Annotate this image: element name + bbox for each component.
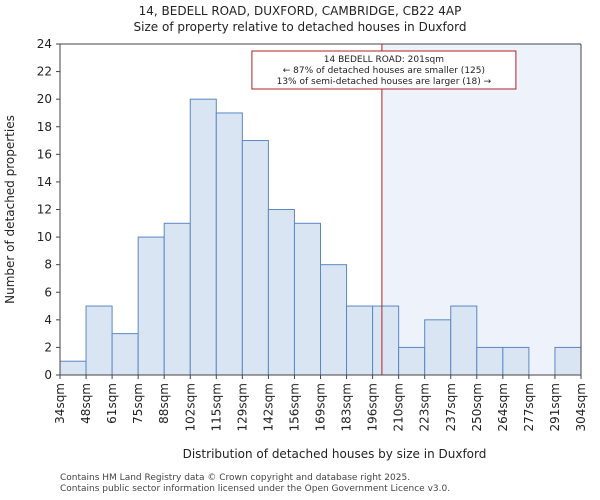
- y-tick-label: 20: [37, 92, 52, 106]
- x-tick-label: 34sqm: [53, 383, 67, 424]
- y-tick-label: 16: [37, 147, 52, 161]
- x-tick-label: 169sqm: [314, 383, 328, 431]
- histogram-bar: [85, 305, 113, 376]
- footer-copyright: Contains HM Land Registry data © Crown c…: [60, 473, 411, 483]
- x-tick-label: 156sqm: [287, 383, 301, 431]
- x-tick-label: 277sqm: [522, 383, 536, 431]
- histogram-bar: [476, 346, 504, 376]
- x-tick-label: 223sqm: [418, 383, 432, 431]
- x-tick-label: 61sqm: [105, 383, 119, 424]
- histogram-bar: [320, 264, 348, 376]
- x-tick-label: 115sqm: [209, 383, 223, 431]
- x-tick-label: 196sqm: [366, 383, 380, 431]
- y-tick-label: 18: [37, 120, 52, 134]
- histogram-bar: [111, 333, 139, 376]
- x-tick-label: 75sqm: [131, 383, 145, 424]
- x-tick-label: 102sqm: [183, 383, 197, 431]
- y-axis-label: Number of detached properties: [3, 115, 17, 304]
- histogram-bar: [554, 346, 582, 376]
- histogram-bar: [450, 305, 478, 376]
- x-tick-label: 183sqm: [340, 383, 354, 431]
- x-tick-label: 210sqm: [392, 383, 406, 431]
- histogram-bar: [59, 360, 87, 376]
- x-tick-label: 48sqm: [79, 383, 93, 424]
- x-tick-label: 88sqm: [157, 383, 171, 424]
- y-tick-label: 0: [44, 368, 52, 382]
- histogram-bar: [346, 305, 374, 376]
- histogram-bar: [215, 112, 243, 376]
- y-tick-label: 22: [37, 65, 52, 79]
- chart-subtitle: Size of property relative to detached ho…: [133, 20, 467, 34]
- x-tick-label: 142sqm: [261, 383, 275, 431]
- histogram-bar: [424, 319, 452, 376]
- histogram-bar: [372, 305, 400, 376]
- x-axis-label: Distribution of detached houses by size …: [183, 447, 487, 461]
- histogram-bar: [398, 346, 426, 376]
- footer-licence: Contains public sector information licen…: [60, 484, 451, 494]
- x-tick-label: 304sqm: [574, 383, 588, 431]
- y-tick-label: 12: [37, 203, 52, 217]
- x-tick-label: 291sqm: [548, 383, 562, 431]
- annotation-box: [251, 50, 517, 90]
- x-tick-label: 237sqm: [444, 383, 458, 431]
- y-tick-label: 14: [37, 175, 52, 189]
- chart-title: 14, BEDELL ROAD, DUXFORD, CAMBRIDGE, CB2…: [138, 4, 462, 18]
- annotation-line-3: 13% of semi-detached houses are larger (…: [277, 77, 492, 87]
- y-tick-label: 2: [44, 340, 52, 354]
- x-tick-label: 264sqm: [496, 383, 510, 431]
- y-tick-label: 8: [44, 258, 52, 272]
- x-tick-label: 250sqm: [470, 383, 484, 431]
- histogram-bar: [293, 222, 322, 376]
- y-tick-label: 10: [37, 230, 52, 244]
- histogram-bar: [189, 98, 217, 376]
- y-tick-label: 6: [44, 285, 52, 299]
- histogram-bar: [163, 222, 191, 376]
- highlight-region: [381, 44, 581, 375]
- histogram-bar: [137, 236, 165, 376]
- annotation-line-2: ← 87% of detached houses are smaller (12…: [283, 66, 485, 76]
- histogram-bar: [502, 346, 530, 376]
- x-tick-label: 129sqm: [235, 383, 249, 431]
- histogram-bar: [267, 209, 295, 376]
- y-tick-label: 24: [37, 37, 52, 51]
- y-tick-label: 4: [44, 313, 52, 327]
- histogram-bar: [241, 140, 269, 376]
- annotation-line-1: 14 BEDELL ROAD: 201sqm: [324, 55, 444, 65]
